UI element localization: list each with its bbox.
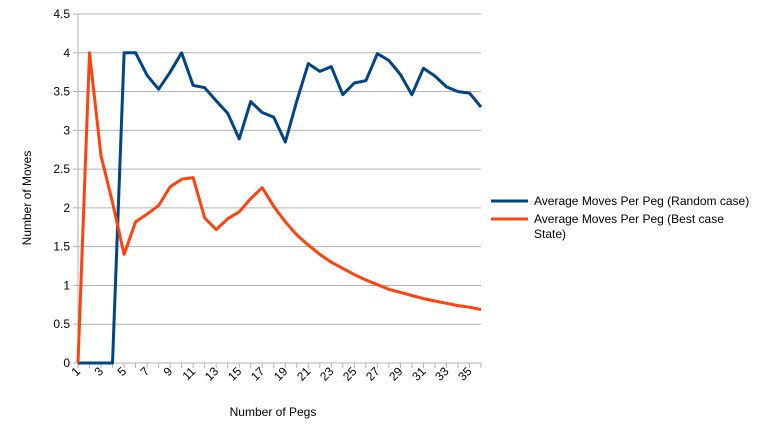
y-tick-label: 3 <box>63 123 70 137</box>
x-tick-label: 5 <box>115 364 130 379</box>
y-tick-label: 2.5 <box>53 162 70 176</box>
y-axis-title: Number of Moves <box>20 151 34 246</box>
legend-label: Average Moves Per Peg (Random case) <box>534 194 749 208</box>
legend: Average Moves Per Peg (Random case) Avera… <box>491 194 749 241</box>
x-tick-label: 11 <box>180 364 199 383</box>
legend-label: Average Moves Per Peg (Best case State) <box>534 212 724 241</box>
x-tick-label: 3 <box>92 364 107 379</box>
gridlines <box>73 13 481 364</box>
y-tick-label: 0 <box>63 356 70 370</box>
y-tick-label: 2 <box>63 201 70 215</box>
y-tick-label: 4 <box>63 46 70 60</box>
x-axis-ticks: 1 3 5 7 9 11 13 15 17 19 21 23 25 27 29 31 33 35 <box>68 363 482 384</box>
y-tick-label: 1.5 <box>53 240 70 254</box>
y-tick-label: 4.5 <box>53 7 70 21</box>
x-tick-label: 9 <box>161 364 176 379</box>
y-tick-label: 0.5 <box>53 317 70 331</box>
y-tick-label: 1 <box>63 278 70 292</box>
y-tick-label: 3.5 <box>53 85 70 99</box>
y-axis-ticks: 0 0.5 1 1.5 2 2.5 3 3.5 4 4.5 <box>53 7 70 370</box>
legend-label-line: State) <box>534 227 566 241</box>
series-line-best-case <box>76 51 482 364</box>
axes <box>77 14 481 364</box>
x-tick-label: 1 <box>68 364 83 379</box>
legend-label-line: Average Moves Per Peg (Best case <box>534 212 724 226</box>
series-line-random-case <box>78 51 483 365</box>
x-axis-title: Number of Pegs <box>230 405 317 419</box>
series <box>76 51 483 365</box>
x-tick-label: 7 <box>138 364 153 379</box>
